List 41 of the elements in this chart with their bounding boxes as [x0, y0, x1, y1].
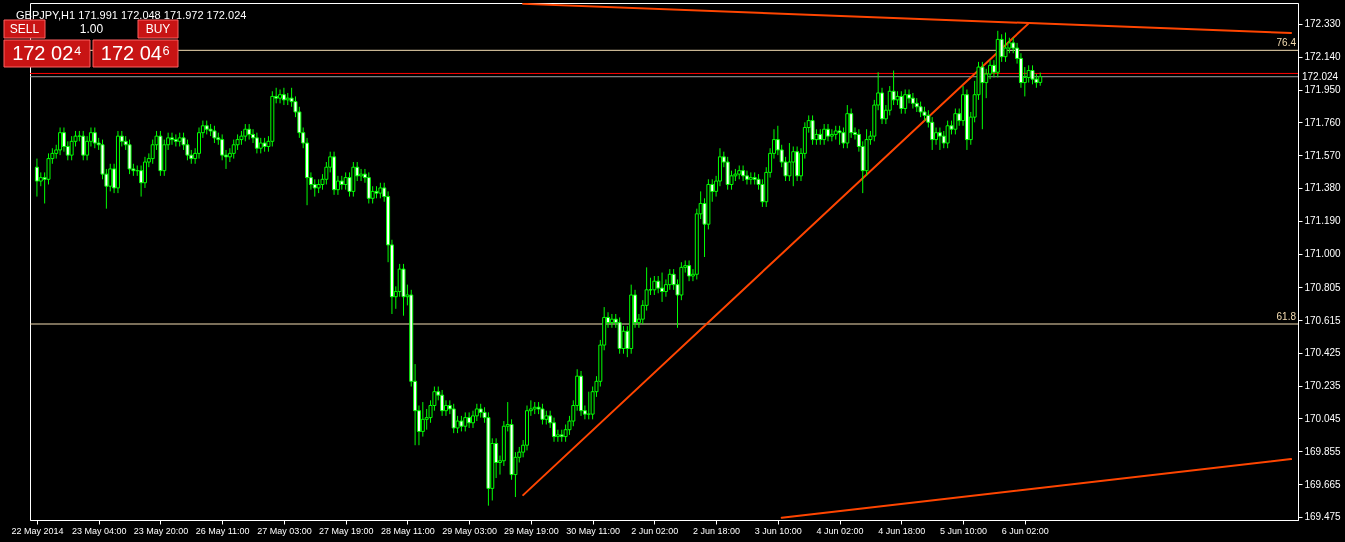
- x-tick-label: 29 May 03:00: [442, 525, 497, 536]
- annotation: 61.8: [1276, 311, 1297, 323]
- y-tick-label: 170.425: [1304, 347, 1342, 359]
- annotation: 76.4: [1276, 37, 1297, 49]
- y-tick-label: 171.760: [1304, 116, 1342, 128]
- x-tick-label: 28 May 11:00: [380, 525, 435, 536]
- x-tick-label: 2 Jun 18:00: [693, 525, 741, 536]
- ref-line-label: 172.024: [1302, 70, 1339, 82]
- y-tick-label: 169.855: [1304, 445, 1342, 457]
- annotation: 172 02⁴: [12, 41, 82, 64]
- x-tick-label: 29 May 19:00: [504, 525, 559, 536]
- y-tick-label: 170.235: [1304, 380, 1342, 392]
- y-tick-label: 171.000: [1304, 248, 1342, 260]
- y-tick-label: 170.615: [1304, 314, 1342, 326]
- y-tick-label: 170.045: [1304, 412, 1342, 424]
- y-tick-label: 171.950: [1304, 84, 1342, 96]
- y-tick-label: 169.665: [1304, 478, 1342, 490]
- x-tick-label: 2 Jun 02:00: [631, 525, 679, 536]
- x-tick-label: 5 Jun 10:00: [940, 525, 988, 536]
- x-tick-label: 23 May 20:00: [133, 525, 189, 536]
- y-tick-label: 171.380: [1304, 182, 1342, 194]
- x-tick-label: 27 May 03:00: [257, 525, 312, 536]
- y-tick-label: 171.190: [1304, 215, 1342, 227]
- x-tick-label: 4 Jun 02:00: [816, 525, 864, 536]
- y-tick-label: 172.140: [1304, 51, 1342, 63]
- y-tick-label: 172.330: [1304, 18, 1342, 30]
- x-tick-label: 27 May 19:00: [318, 525, 374, 536]
- annotation: 1.00: [79, 22, 104, 36]
- x-tick-label: 26 May 11:00: [195, 525, 250, 536]
- x-tick-label: 3 Jun 10:00: [754, 525, 802, 536]
- annotation: 172 04⁶: [100, 41, 171, 64]
- x-tick-label: 6 Jun 02:00: [1001, 525, 1049, 536]
- x-tick-label: 30 May 11:00: [566, 525, 621, 536]
- x-tick-label: 22 May 2014: [11, 525, 64, 536]
- y-tick-label: 169.475: [1304, 511, 1342, 523]
- annotation: BUY: [145, 22, 171, 36]
- annotation: SELL: [9, 22, 40, 36]
- y-tick-label: 170.805: [1304, 281, 1342, 293]
- y-tick-label: 171.570: [1304, 149, 1342, 161]
- x-tick-label: 4 Jun 18:00: [878, 525, 926, 536]
- x-tick-label: 23 May 04:00: [71, 525, 127, 536]
